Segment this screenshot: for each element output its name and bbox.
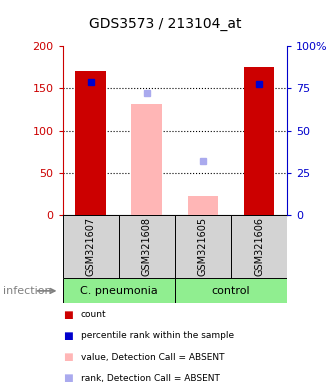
Bar: [231, 215, 287, 278]
Bar: [63, 278, 175, 303]
Text: ■: ■: [63, 352, 73, 362]
Text: percentile rank within the sample: percentile rank within the sample: [81, 331, 234, 341]
Text: GSM321606: GSM321606: [254, 217, 264, 276]
Bar: [187, 197, 218, 215]
Text: infection: infection: [3, 286, 52, 296]
Bar: [119, 215, 175, 278]
Text: GSM321608: GSM321608: [142, 217, 152, 276]
Text: ■: ■: [63, 331, 73, 341]
Text: rank, Detection Call = ABSENT: rank, Detection Call = ABSENT: [81, 374, 220, 383]
Text: ■: ■: [63, 310, 73, 320]
Text: control: control: [212, 286, 250, 296]
Text: GSM321605: GSM321605: [198, 217, 208, 276]
Text: GDS3573 / 213104_at: GDS3573 / 213104_at: [89, 17, 241, 31]
Text: ■: ■: [63, 373, 73, 383]
Text: C. pneumonia: C. pneumonia: [80, 286, 158, 296]
Bar: [131, 104, 162, 215]
Bar: [175, 278, 287, 303]
Text: GSM321607: GSM321607: [86, 217, 96, 276]
Text: value, Detection Call = ABSENT: value, Detection Call = ABSENT: [81, 353, 224, 362]
Bar: [244, 67, 275, 215]
Text: count: count: [81, 310, 107, 319]
Bar: [75, 71, 106, 215]
Bar: [175, 215, 231, 278]
Bar: [63, 215, 119, 278]
